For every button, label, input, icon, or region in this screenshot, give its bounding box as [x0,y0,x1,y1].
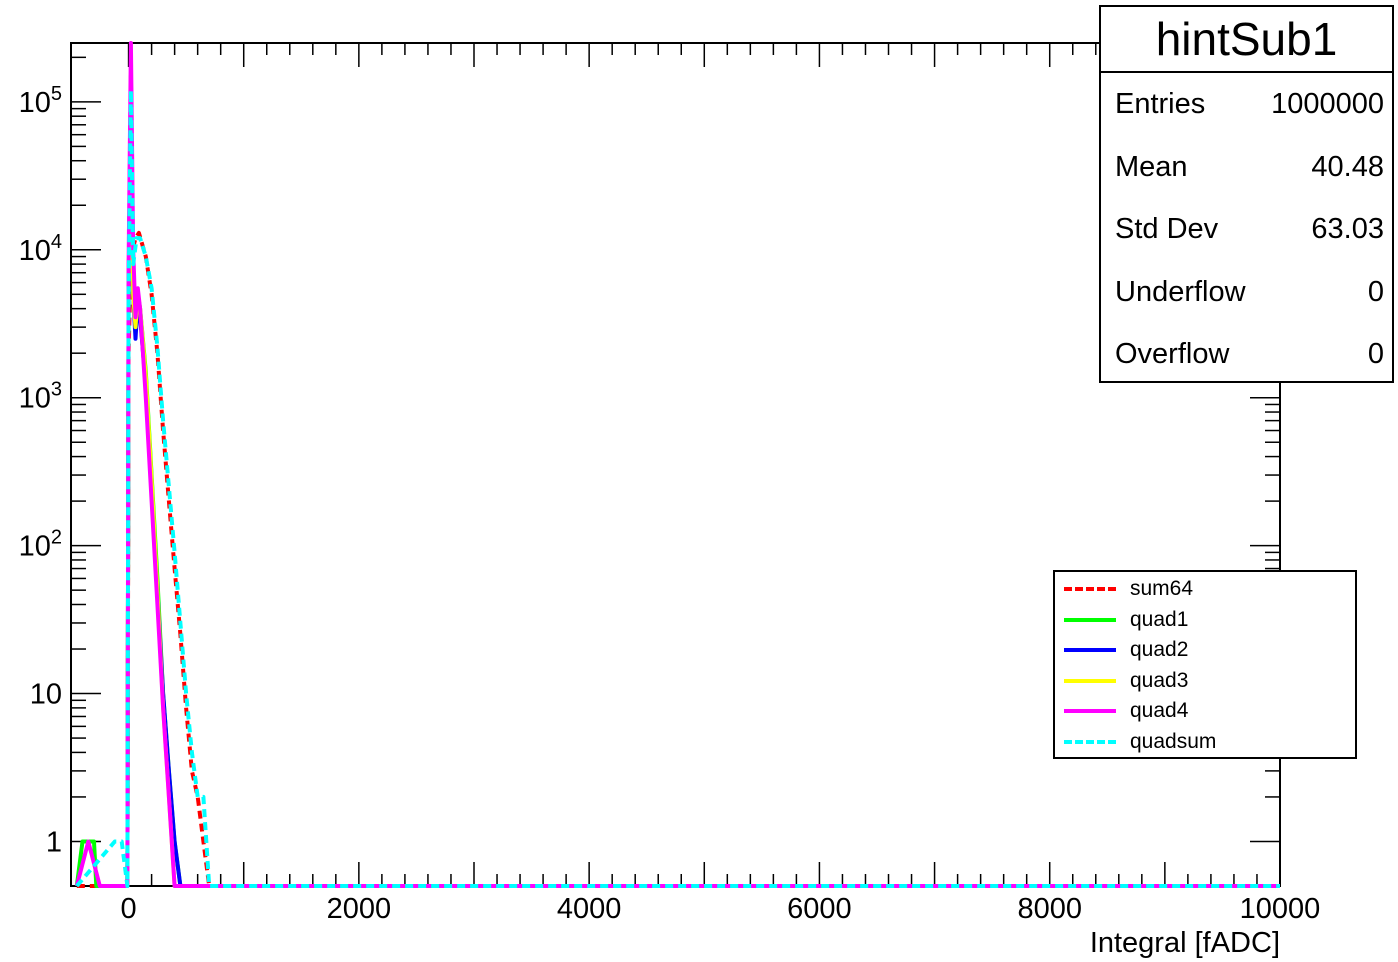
x-tick-label: 8000 [1017,893,1082,925]
y-tick-label: 104 [19,231,62,267]
legend-swatch [1064,617,1116,622]
legend-item: quad2 [1055,635,1355,666]
stats-row: Mean 40.48 [1101,136,1392,199]
y-tick-label: 1 [46,826,62,858]
y-tick-label: 103 [19,379,62,415]
stats-row: Entries 1000000 [1101,73,1392,136]
stats-label: Overflow [1115,338,1230,370]
stats-label: Underflow [1115,275,1246,308]
series-quad4 [74,41,1280,888]
y-tick-label: 102 [19,527,62,563]
stats-title: hintSub1 [1101,7,1392,73]
legend-label: quadsum [1130,729,1217,753]
y-tick-label: 10 [30,679,62,711]
stats-value: 63.03 [1311,213,1384,245]
legend-label: quad3 [1130,668,1189,692]
stats-rows: Entries 1000000 Mean 40.48 Std Dev 63.03 Under… [1101,73,1392,386]
y-tick-label: 105 [19,83,62,119]
legend-item: quad3 [1055,666,1355,697]
legend: sum64 quad1 quad2 quad3 quad4 quadsum [1053,570,1357,759]
x-tick-label: 6000 [787,893,852,925]
legend-rows: sum64 quad1 quad2 quad3 quad4 quadsum [1055,574,1355,757]
legend-swatch [1064,709,1116,714]
series-quadsum [75,88,1280,888]
stats-label: Entries [1115,88,1206,120]
x-tick-label: 4000 [557,893,622,925]
stats-label: Std Dev [1115,213,1219,245]
x-tick-label: 10000 [1240,893,1321,925]
legend-label: quad1 [1130,607,1189,631]
legend-item: quad4 [1055,696,1355,727]
stats-label: Mean [1115,150,1188,183]
legend-swatch [1064,587,1116,592]
stats-value: 0 [1367,338,1384,370]
series-layer [74,41,1280,888]
legend-item: sum64 [1055,574,1355,605]
legend-label: quad2 [1130,638,1189,662]
stats-row: Overflow 0 [1101,323,1392,386]
stats-value: 40.48 [1311,150,1384,183]
legend-swatch [1064,648,1116,653]
stats-row: Underflow 0 [1101,261,1392,324]
stats-value: 1000000 [1271,88,1384,120]
stats-box: hintSub1 Entries 1000000 Mean 40.48 Std Dev 6… [1099,5,1394,383]
x-tick-label: 2000 [327,893,392,925]
stats-row: Std Dev 63.03 [1101,198,1392,261]
legend-item: quad1 [1055,605,1355,636]
legend-item: quadsum [1055,727,1355,758]
x-axis-title: Integral [fADC] [1090,927,1280,959]
x-tick-label: 0 [121,893,137,925]
legend-swatch [1064,678,1116,683]
stats-value: 0 [1367,275,1384,308]
legend-label: sum64 [1130,577,1194,601]
legend-swatch [1064,739,1116,744]
legend-label: quad4 [1130,699,1189,723]
